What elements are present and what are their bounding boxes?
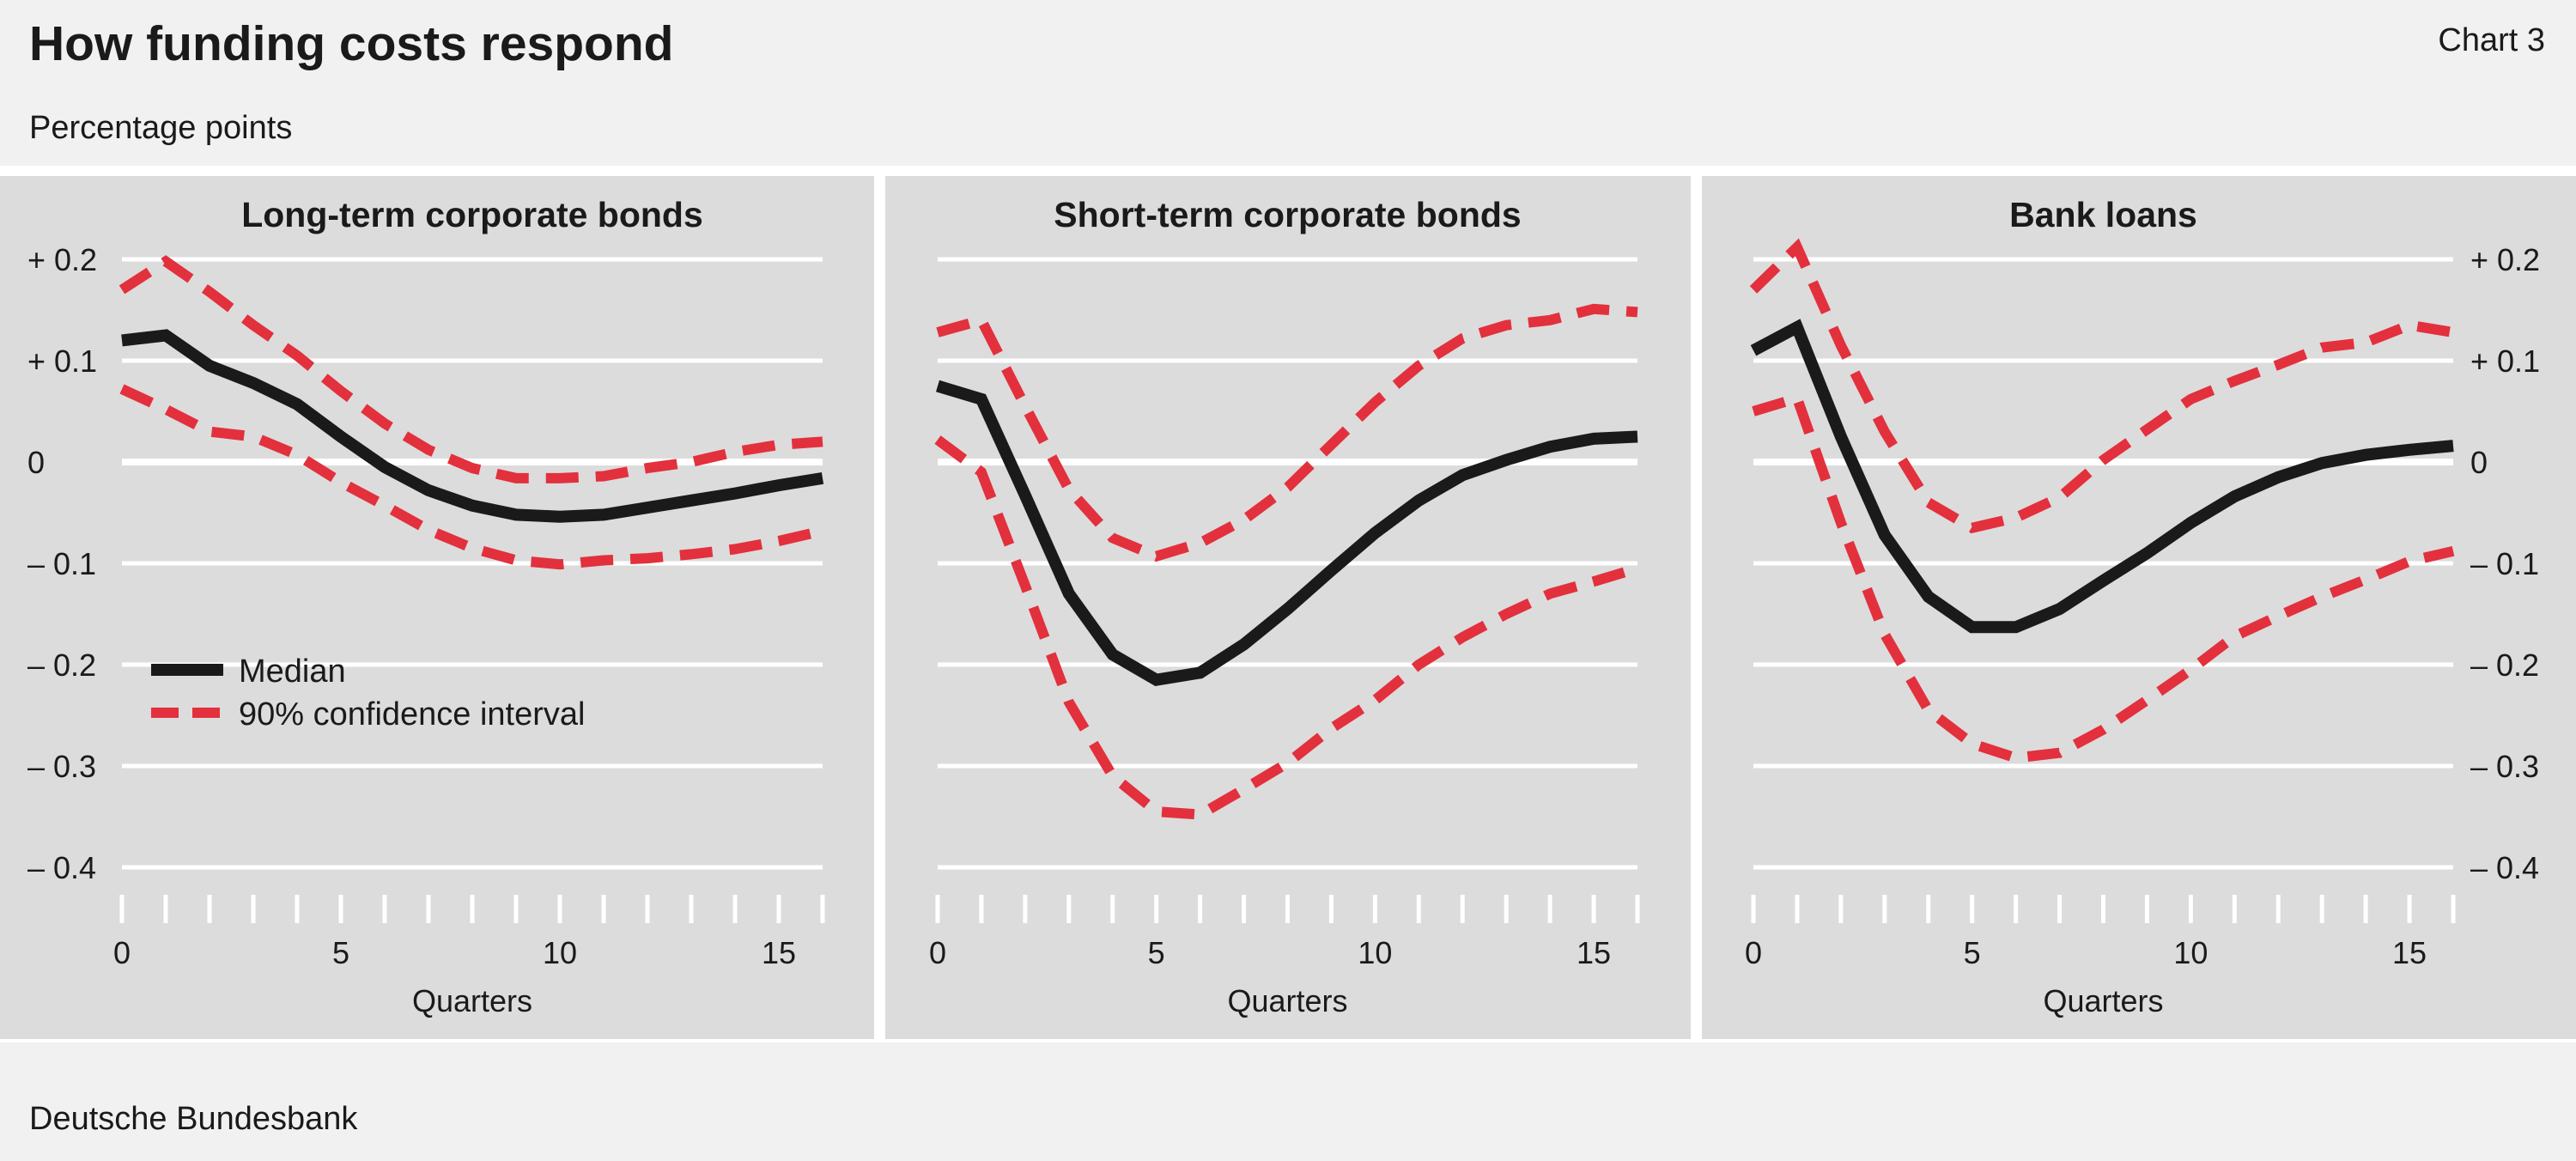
legend-median-label: Median [239, 653, 346, 690]
chart-number: Chart 3 [2438, 22, 2545, 58]
x-tick-label: 10 [543, 935, 577, 970]
y-tick-label: – 0.1 [27, 546, 96, 581]
chart-title: How funding costs respond [29, 16, 674, 71]
x-tick-label: 0 [1745, 935, 1762, 970]
legend-confidence-label: 90% confidence interval [239, 696, 585, 732]
confidence-interval-line [1749, 238, 2454, 534]
x-axis-title: Quarters [412, 983, 532, 1018]
median-line [121, 329, 824, 523]
y-tick-label: + 0.1 [2470, 343, 2540, 379]
y-tick-label: – 0.2 [27, 647, 96, 683]
y-tick-label: – 0.3 [2470, 749, 2539, 784]
panel-title: Short-term corporate bonds [1054, 195, 1521, 234]
confidence-interval-line [1752, 392, 2455, 763]
chart-subtitle: Percentage points [29, 110, 293, 146]
median-line [935, 380, 1638, 687]
chart-panel-1: Long-term corporate bonds + 0.2 + 0.1 0 – 0.… [0, 176, 874, 1039]
panel-title: Long-term corporate bonds [241, 195, 703, 234]
panels-group: Long-term corporate bonds + 0.2 + 0.1 0 – 0.… [0, 176, 2576, 1039]
y-tick-label: – 0.3 [27, 749, 96, 784]
confidence-interval-line [936, 303, 1638, 562]
y-tick-label: + 0.2 [2470, 242, 2540, 277]
y-tick-label: – 0.4 [27, 850, 96, 885]
median-line [1750, 319, 2454, 634]
confidence-interval-line [119, 384, 824, 570]
chart-panel-3: Bank loans + 0.2 + 0.1 0 – 0.1 – 0.2 – 0.3 – 0.… [1702, 176, 2576, 1039]
y-tick-label: + 0.2 [27, 242, 97, 277]
y-tick-label: – 0.2 [2470, 647, 2539, 683]
y-tick-label: – 0.1 [2470, 546, 2539, 581]
x-tick-label: 5 [1964, 935, 1981, 970]
x-axis-title: Quarters [2043, 983, 2163, 1018]
x-tick-label: 10 [2173, 935, 2208, 970]
y-tick-label: – 0.4 [2470, 850, 2539, 885]
x-tick-label: 15 [2392, 935, 2427, 970]
y-tick-label: 0 [27, 445, 45, 480]
x-tick-label: 0 [929, 935, 946, 970]
x-tick-label: 10 [1358, 935, 1392, 970]
chart-legend: Median 90% confidence interval [151, 653, 585, 732]
x-tick-label: 15 [762, 935, 796, 970]
x-tick-label: 5 [1148, 935, 1165, 970]
chart-panel-2: Short-term corporate bonds 0 5 10 15 Quarters [885, 176, 1691, 1039]
confidence-interval-line [118, 255, 823, 483]
confidence-interval-line [934, 435, 1639, 820]
x-axis-title: Quarters [1227, 983, 1347, 1018]
y-tick-label: 0 [2470, 445, 2488, 480]
panel-title: Bank loans [2009, 195, 2197, 234]
x-tick-label: 15 [1577, 935, 1611, 970]
x-tick-label: 5 [332, 935, 349, 970]
source-note: Deutsche Bundesbank [29, 1101, 358, 1137]
panel-background [0, 176, 874, 1039]
panel-background [1702, 176, 2576, 1039]
y-tick-label: + 0.1 [27, 343, 97, 379]
x-tick-label: 0 [113, 935, 131, 970]
